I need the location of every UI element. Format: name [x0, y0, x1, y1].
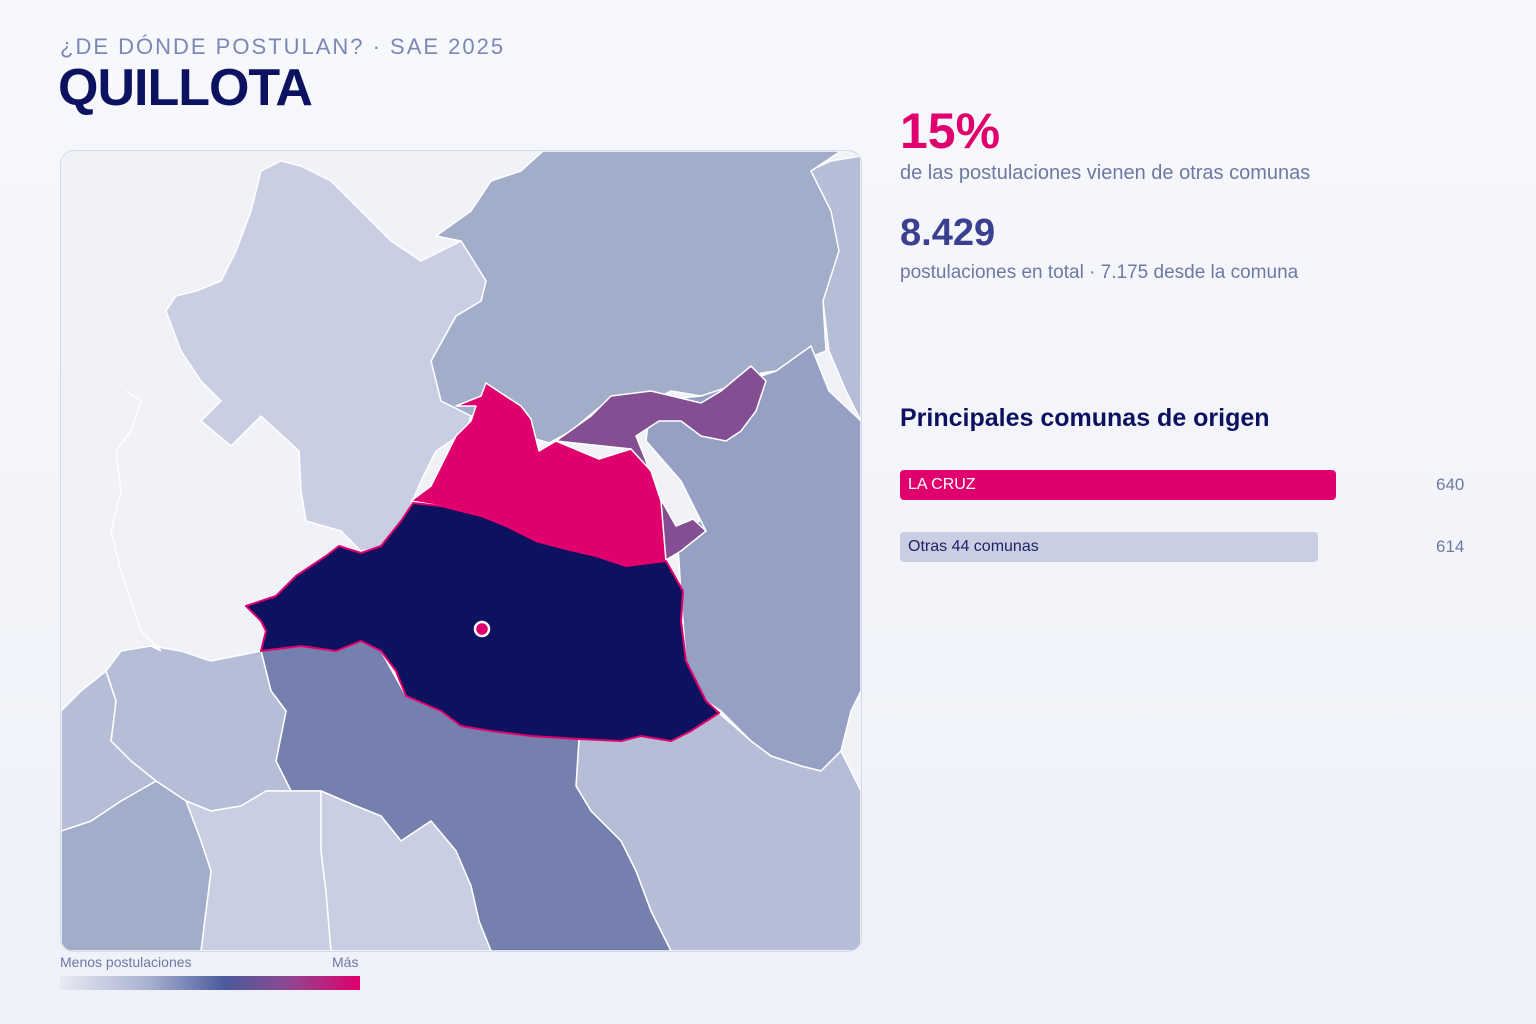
region-west-empty — [110, 390, 162, 652]
legend-min-label: Menos postulaciones — [60, 954, 192, 970]
ranking-value: 614 — [1436, 537, 1465, 556]
quillota-location-marker[interactable] — [473, 620, 491, 638]
ranking-bar: Otras 44 comunas — [900, 532, 1319, 562]
choropleth-map — [60, 150, 862, 952]
total-applications-value: 8.429 — [900, 212, 996, 254]
region-west-coast[interactable] — [61, 670, 157, 832]
ranking-bar: LA CRUZ — [900, 470, 1336, 500]
region-south-west-3[interactable] — [320, 790, 492, 951]
external-share-label: de las postulaciones vienen de otras com… — [900, 162, 1311, 184]
ranking-title: Principales comunas de origen — [900, 404, 1270, 432]
page-kicker: ¿DE DÓNDE POSTULAN? · SAE 2025 — [60, 34, 506, 59]
ranking-value: 640 — [1436, 475, 1465, 494]
region-purple[interactable] — [555, 365, 767, 564]
map-svg — [61, 151, 861, 951]
legend-max-label: Más — [332, 954, 359, 970]
region-north-east[interactable] — [430, 151, 842, 444]
page-title: QUILLOTA — [58, 59, 313, 117]
total-applications-label: postulaciones en total · 7.175 desde la … — [900, 262, 1299, 283]
legend-gradient-bar — [60, 976, 360, 990]
external-share-value: 15% — [900, 103, 1001, 159]
